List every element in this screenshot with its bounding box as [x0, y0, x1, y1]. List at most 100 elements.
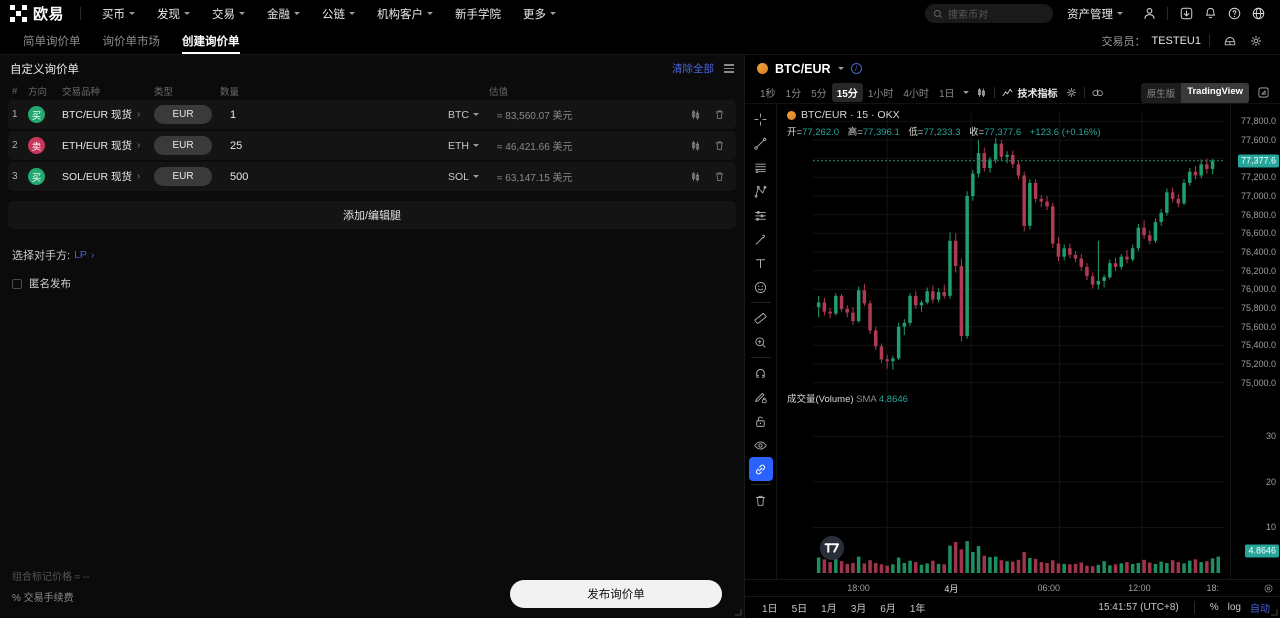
range-3mo[interactable]: 3月 [850, 604, 867, 615]
anonymous-checkbox[interactable] [12, 278, 22, 289]
view-mode-tradingview[interactable]: TradingView [1181, 82, 1249, 103]
indicators-icon[interactable] [1001, 86, 1014, 99]
download-app-button[interactable] [1174, 2, 1198, 26]
clear-all-button[interactable]: 清除全部 [672, 63, 714, 75]
quantity-unit-select[interactable]: BTC [448, 109, 489, 121]
direction-badge-buy[interactable]: 买 [28, 106, 45, 123]
nav-item-more[interactable]: 更多 [512, 6, 567, 22]
chevron-down-icon[interactable] [962, 91, 969, 94]
view-mode-native[interactable]: 原生版 [1146, 88, 1176, 100]
axis-settings-gear-icon[interactable] [1263, 583, 1274, 594]
resize-grip-icon[interactable] [1270, 608, 1278, 616]
trash-icon[interactable] [713, 170, 726, 183]
nav-item-academy[interactable]: 新手学院 [444, 6, 512, 22]
trash-icon[interactable] [713, 139, 726, 152]
anonymous-publish-row[interactable]: 匿名发布 [0, 263, 744, 291]
helmet-button[interactable] [1218, 29, 1242, 53]
chart-type-candles-icon[interactable] [975, 86, 988, 99]
pencil-lock-tool[interactable] [749, 385, 773, 409]
tab-create-rfq[interactable]: 创建询价单 [171, 27, 251, 54]
magnet-tool[interactable] [749, 361, 773, 385]
row-quantity[interactable]: 1 BTC [220, 109, 489, 121]
table-row[interactable]: 1 买 BTC/EUR 现货 › EUR 1 BTC [8, 100, 736, 129]
timeframe-1m[interactable]: 1分 [785, 89, 802, 100]
candlestick-icon[interactable] [689, 139, 702, 152]
horizontal-lines-tool[interactable] [749, 155, 773, 179]
add-edit-leg-button[interactable]: 添加/编辑腿 [8, 201, 736, 229]
notifications-button[interactable] [1198, 2, 1222, 26]
trend-line-tool[interactable] [749, 131, 773, 155]
hide-drawings-tool[interactable] [749, 433, 773, 457]
table-row[interactable]: 2 卖 ETH/EUR 现货 › EUR 25 ETH [8, 131, 736, 160]
range-6mo[interactable]: 6月 [880, 604, 896, 615]
time-axis[interactable]: 18:00 4月 06:00 12:00 18: [745, 579, 1280, 596]
asset-management-menu[interactable]: 资产管理 [1067, 6, 1123, 22]
type-pill[interactable]: EUR [154, 167, 212, 186]
row-quantity[interactable]: 25 ETH [220, 140, 489, 152]
timeframe-1h[interactable]: 1小时 [867, 89, 894, 100]
log-scale-toggle[interactable]: log [1227, 602, 1241, 613]
percent-scale-toggle[interactable]: % [1209, 602, 1219, 613]
timeframe-1s[interactable]: 1秒 [760, 89, 776, 100]
price-axis[interactable]: 77,800.077,600.077,400.077,200.077,000.0… [1230, 104, 1280, 579]
resize-grip-icon[interactable] [734, 608, 742, 616]
measure-ruler-tool[interactable] [749, 306, 773, 330]
type-pill[interactable]: EUR [154, 136, 212, 155]
timeframe-4h[interactable]: 4小时 [903, 89, 929, 100]
direction-badge-sell[interactable]: 卖 [28, 137, 45, 154]
fib-pitchfork-tool[interactable] [749, 179, 773, 203]
quantity-input[interactable]: 500 [230, 170, 249, 183]
publish-rfq-button[interactable]: 发布询价单 [510, 580, 722, 608]
quantity-unit-select[interactable]: ETH [448, 140, 489, 152]
range-1d[interactable]: 1日 [762, 604, 778, 615]
row-quantity[interactable]: 500 SOL [220, 171, 489, 183]
row-direction[interactable]: 买 [28, 106, 62, 123]
range-1y[interactable]: 1年 [909, 604, 926, 615]
counterparty-value[interactable]: LP [74, 249, 87, 261]
row-instrument[interactable]: ETH/EUR 现货 › [62, 138, 154, 153]
tab-simple-rfq[interactable]: 简单询价单 [12, 27, 92, 54]
range-5d[interactable]: 5日 [791, 604, 808, 615]
fullscreen-icon[interactable] [1257, 86, 1270, 99]
remove-drawings-tool[interactable] [749, 488, 773, 512]
quantity-input[interactable]: 1 [230, 108, 237, 121]
quantity-unit-select[interactable]: SOL [448, 171, 489, 183]
crosshair-tool[interactable] [749, 107, 773, 131]
zoom-tool[interactable] [749, 330, 773, 354]
menu-icon[interactable] [724, 64, 734, 73]
lock-tool[interactable] [749, 409, 773, 433]
nav-item-buy-crypto[interactable]: 买币 [91, 6, 146, 22]
help-button[interactable] [1222, 2, 1246, 26]
direction-badge-buy[interactable]: 买 [28, 168, 45, 185]
table-row[interactable]: 3 买 SOL/EUR 现货 › EUR 500 SOL [8, 162, 736, 191]
quantity-input[interactable]: 25 [230, 139, 243, 152]
candlestick-icon[interactable] [689, 108, 702, 121]
text-tool[interactable] [749, 251, 773, 275]
timeframe-15m[interactable]: 15分 [831, 83, 863, 102]
info-icon[interactable]: i [850, 63, 862, 74]
row-instrument[interactable]: SOL/EUR 现货 › [62, 169, 154, 184]
emoji-tool[interactable] [749, 275, 773, 299]
timeframe-1d[interactable]: 1日 [938, 89, 955, 100]
tab-rfq-market[interactable]: 询价单市场 [92, 27, 172, 54]
timeframe-5m[interactable]: 5分 [811, 89, 827, 100]
link-objects-tool[interactable] [748, 457, 773, 481]
nav-item-finance[interactable]: 金融 [256, 6, 311, 22]
auto-scale-toggle[interactable]: 自动 [1250, 604, 1270, 615]
nav-item-trade[interactable]: 交易 [201, 6, 256, 22]
nav-item-discover[interactable]: 发现 [146, 6, 201, 22]
row-direction[interactable]: 卖 [28, 137, 62, 154]
chevron-down-icon[interactable] [837, 67, 844, 70]
compare-icon[interactable] [1091, 86, 1105, 99]
language-button[interactable] [1246, 2, 1270, 26]
settings-button[interactable] [1244, 29, 1268, 53]
search-input[interactable]: 搜索币对 [925, 4, 1053, 23]
nav-item-institutional[interactable]: 机构客户 [366, 6, 444, 22]
candlestick-icon[interactable] [689, 170, 702, 183]
range-1mo[interactable]: 1月 [821, 604, 837, 615]
user-account-button[interactable] [1137, 2, 1161, 26]
chart-settings-gear-icon[interactable] [1065, 86, 1078, 99]
trash-icon[interactable] [713, 108, 726, 121]
brush-tool[interactable] [749, 227, 773, 251]
indicators-label[interactable]: 技术指标 [1017, 89, 1058, 100]
